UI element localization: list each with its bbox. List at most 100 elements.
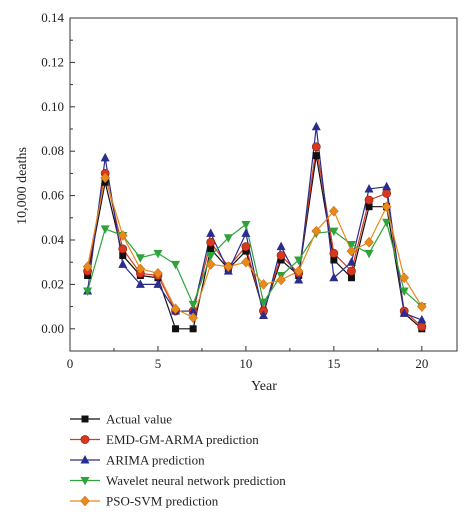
series-line-2 xyxy=(86,126,423,321)
legend-marker-1 xyxy=(80,435,90,444)
y-tick-label-6: 0.12 xyxy=(41,54,64,69)
data-point-s0-14 xyxy=(312,152,320,160)
data-point-s4-7 xyxy=(188,312,198,324)
data-point-s0-1 xyxy=(84,272,92,280)
data-point-s4-14 xyxy=(311,225,322,237)
y-tick-label-2: 0.04 xyxy=(41,232,64,247)
legend-label-1: EMD-GM-ARMA prediction xyxy=(106,432,259,447)
data-point-s0-7 xyxy=(189,325,197,333)
data-point-s1-18 xyxy=(382,188,392,198)
data-point-s3-9 xyxy=(223,234,233,243)
data-point-s4-3 xyxy=(117,230,128,241)
data-point-s4-9 xyxy=(223,261,234,273)
x-tick-label-5: 5 xyxy=(155,356,162,371)
y-tick-label-1: 0.02 xyxy=(41,276,64,291)
legend-label-4: PSO-SVM prediction xyxy=(106,494,219,509)
legend-label-3: Wavelet neural network prediction xyxy=(106,473,286,488)
data-point-s0-12 xyxy=(277,256,285,264)
data-point-s3-8 xyxy=(206,252,216,261)
data-point-s0-17 xyxy=(365,203,373,211)
data-point-s3-6 xyxy=(171,260,181,270)
data-point-s2-8 xyxy=(206,228,216,237)
data-point-s2-19 xyxy=(399,308,409,317)
y-axis-title: 10,000 deaths xyxy=(15,147,30,225)
data-point-s3-1 xyxy=(83,287,93,297)
y-tick-label-7: 0.14 xyxy=(41,10,64,25)
data-point-s3-7 xyxy=(188,300,198,310)
data-point-s1-8 xyxy=(206,237,216,247)
y-tick-label-5: 0.10 xyxy=(41,99,64,114)
data-point-s4-12 xyxy=(276,274,286,286)
data-point-s0-10 xyxy=(242,247,250,255)
data-point-s4-11 xyxy=(258,279,269,290)
data-point-s4-6 xyxy=(170,303,181,315)
data-point-s1-15 xyxy=(329,248,339,258)
data-point-s3-2 xyxy=(100,225,110,234)
data-point-s3-17 xyxy=(364,249,374,259)
data-point-s1-10 xyxy=(241,242,251,252)
data-point-s4-15 xyxy=(329,205,339,217)
data-point-s0-3 xyxy=(119,252,127,260)
data-point-s2-10 xyxy=(241,228,251,237)
data-point-s1-12 xyxy=(276,251,286,260)
data-point-s2-2 xyxy=(100,152,110,162)
data-point-s4-19 xyxy=(399,272,410,284)
data-point-s1-3 xyxy=(118,244,128,254)
data-point-s2-14 xyxy=(311,121,321,131)
x-tick-label-15: 15 xyxy=(327,356,340,371)
data-point-s1-20 xyxy=(417,322,427,331)
data-point-s3-15 xyxy=(329,227,339,237)
legend-label-2: ARIMA prediction xyxy=(106,453,205,468)
axis-ticks: 0 5 10 15 20 0.00 0.02 0.04 0.06 0.08 0.10 0.12 0.14 xyxy=(41,10,428,371)
data-point-s3-5 xyxy=(153,249,163,259)
data-point-s2-15 xyxy=(329,272,339,282)
data-point-s4-4 xyxy=(135,263,146,275)
y-tick-label-0: 0.00 xyxy=(41,321,64,336)
x-tick-label-0: 0 xyxy=(67,356,74,371)
data-point-s2-11 xyxy=(259,310,268,319)
legend-marker-4 xyxy=(80,495,90,507)
data-point-s0-6 xyxy=(172,325,180,333)
data-point-s3-4 xyxy=(135,254,145,263)
data-point-s0-8 xyxy=(207,245,215,253)
data-point-s4-18 xyxy=(381,201,392,213)
data-point-s4-13 xyxy=(293,265,304,277)
plot-area-frame xyxy=(69,17,458,352)
series-markers xyxy=(82,121,427,333)
data-point-s4-20 xyxy=(416,301,427,312)
data-point-s4-2 xyxy=(100,172,111,184)
data-point-s3-18 xyxy=(382,218,392,228)
data-point-s3-13 xyxy=(294,256,304,265)
series-lines xyxy=(86,126,423,330)
y-tick-label-4: 0.08 xyxy=(41,143,64,158)
data-point-s3-11 xyxy=(259,298,268,308)
data-point-s2-20 xyxy=(417,314,427,324)
data-point-s2-17 xyxy=(364,183,374,193)
legend-marker-2 xyxy=(80,455,90,464)
data-point-s4-5 xyxy=(153,267,163,279)
data-point-s0-16 xyxy=(347,274,355,282)
data-point-s2-5 xyxy=(153,279,163,288)
legend-marker-0 xyxy=(81,415,89,423)
data-point-s2-12 xyxy=(276,241,286,251)
data-point-s2-18 xyxy=(382,181,392,191)
y-tick-label-3: 0.06 xyxy=(41,188,64,203)
data-point-s2-13 xyxy=(294,274,304,284)
data-point-s3-10 xyxy=(241,220,251,230)
x-axis-title: Year xyxy=(251,379,277,394)
data-point-s2-16 xyxy=(346,257,356,266)
data-point-s0-15 xyxy=(330,256,338,264)
legend: Actual value EMD-GM-ARMA prediction ARIMA … xyxy=(70,412,286,509)
data-point-s2-3 xyxy=(118,259,128,268)
x-tick-label-10: 10 xyxy=(239,356,252,371)
data-point-s4-8 xyxy=(205,259,216,270)
data-point-s2-7 xyxy=(188,306,198,315)
legend-label-0: Actual value xyxy=(106,412,172,427)
data-point-s4-16 xyxy=(346,245,357,257)
data-point-s4-10 xyxy=(241,256,251,268)
data-point-s4-1 xyxy=(82,261,93,273)
data-point-s2-4 xyxy=(135,279,145,288)
data-point-s1-16 xyxy=(347,266,356,276)
data-point-s3-19 xyxy=(399,287,409,297)
